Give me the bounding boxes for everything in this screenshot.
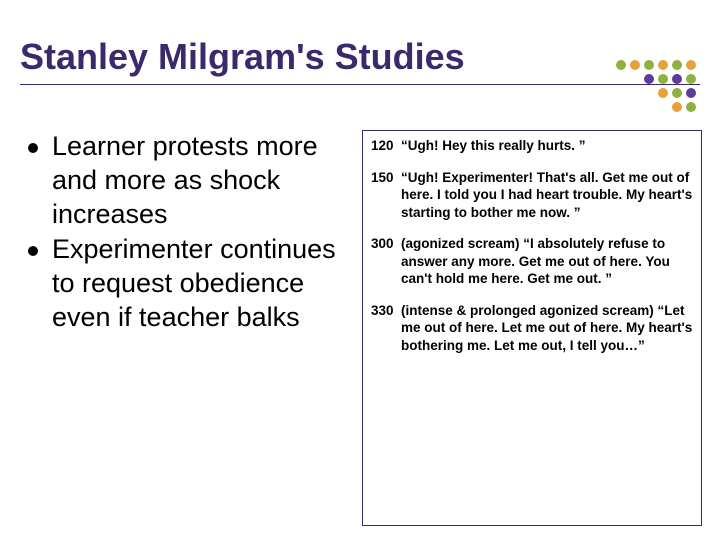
dot-icon	[644, 60, 654, 70]
dot-icon	[658, 60, 668, 70]
bullet-column: Learner protests more and more as shock …	[28, 130, 348, 526]
dot-icon	[686, 74, 696, 84]
bullet-icon	[28, 143, 38, 153]
title-rule	[20, 84, 700, 85]
quote-level: 300	[371, 235, 401, 288]
dot-icon	[630, 60, 640, 70]
bullet-icon	[28, 246, 38, 256]
dot-icon	[672, 102, 682, 112]
quote-row: 300 (agonized scream) “I absolutely refu…	[371, 235, 693, 288]
bullet-list: Learner protests more and more as shock …	[28, 130, 348, 335]
page-title: Stanley Milgram's Studies	[20, 36, 700, 84]
quote-level: 150	[371, 169, 401, 222]
title-block: Stanley Milgram's Studies	[20, 36, 700, 85]
dot-icon	[658, 88, 668, 98]
dot-icon	[644, 74, 654, 84]
dot-icon	[616, 60, 626, 70]
content-area: Learner protests more and more as shock …	[28, 130, 702, 526]
quote-text: (intense & prolonged agonized scream) “L…	[401, 302, 693, 355]
bullet-text: Experimenter continues to request obedie…	[52, 233, 348, 334]
quote-box: 120 “Ugh! Hey this really hurts. ” 150 “…	[362, 130, 702, 526]
quote-row: 120 “Ugh! Hey this really hurts. ”	[371, 137, 693, 155]
decorative-dots	[616, 60, 706, 120]
quote-level: 120	[371, 137, 401, 155]
list-item: Experimenter continues to request obedie…	[28, 233, 348, 334]
dot-icon	[686, 102, 696, 112]
dot-icon	[672, 88, 682, 98]
list-item: Learner protests more and more as shock …	[28, 130, 348, 231]
bullet-text: Learner protests more and more as shock …	[52, 130, 348, 231]
quote-row: 150 “Ugh! Experimenter! That's all. Get …	[371, 169, 693, 222]
quote-text: (agonized scream) “I absolutely refuse t…	[401, 235, 693, 288]
dot-icon	[686, 60, 696, 70]
dot-icon	[672, 60, 682, 70]
quote-level: 330	[371, 302, 401, 355]
dot-icon	[658, 74, 668, 84]
quote-text: “Ugh! Experimenter! That's all. Get me o…	[401, 169, 693, 222]
quote-text: “Ugh! Hey this really hurts. ”	[401, 137, 693, 155]
dot-icon	[686, 88, 696, 98]
quote-row: 330 (intense & prolonged agonized scream…	[371, 302, 693, 355]
dot-icon	[672, 74, 682, 84]
